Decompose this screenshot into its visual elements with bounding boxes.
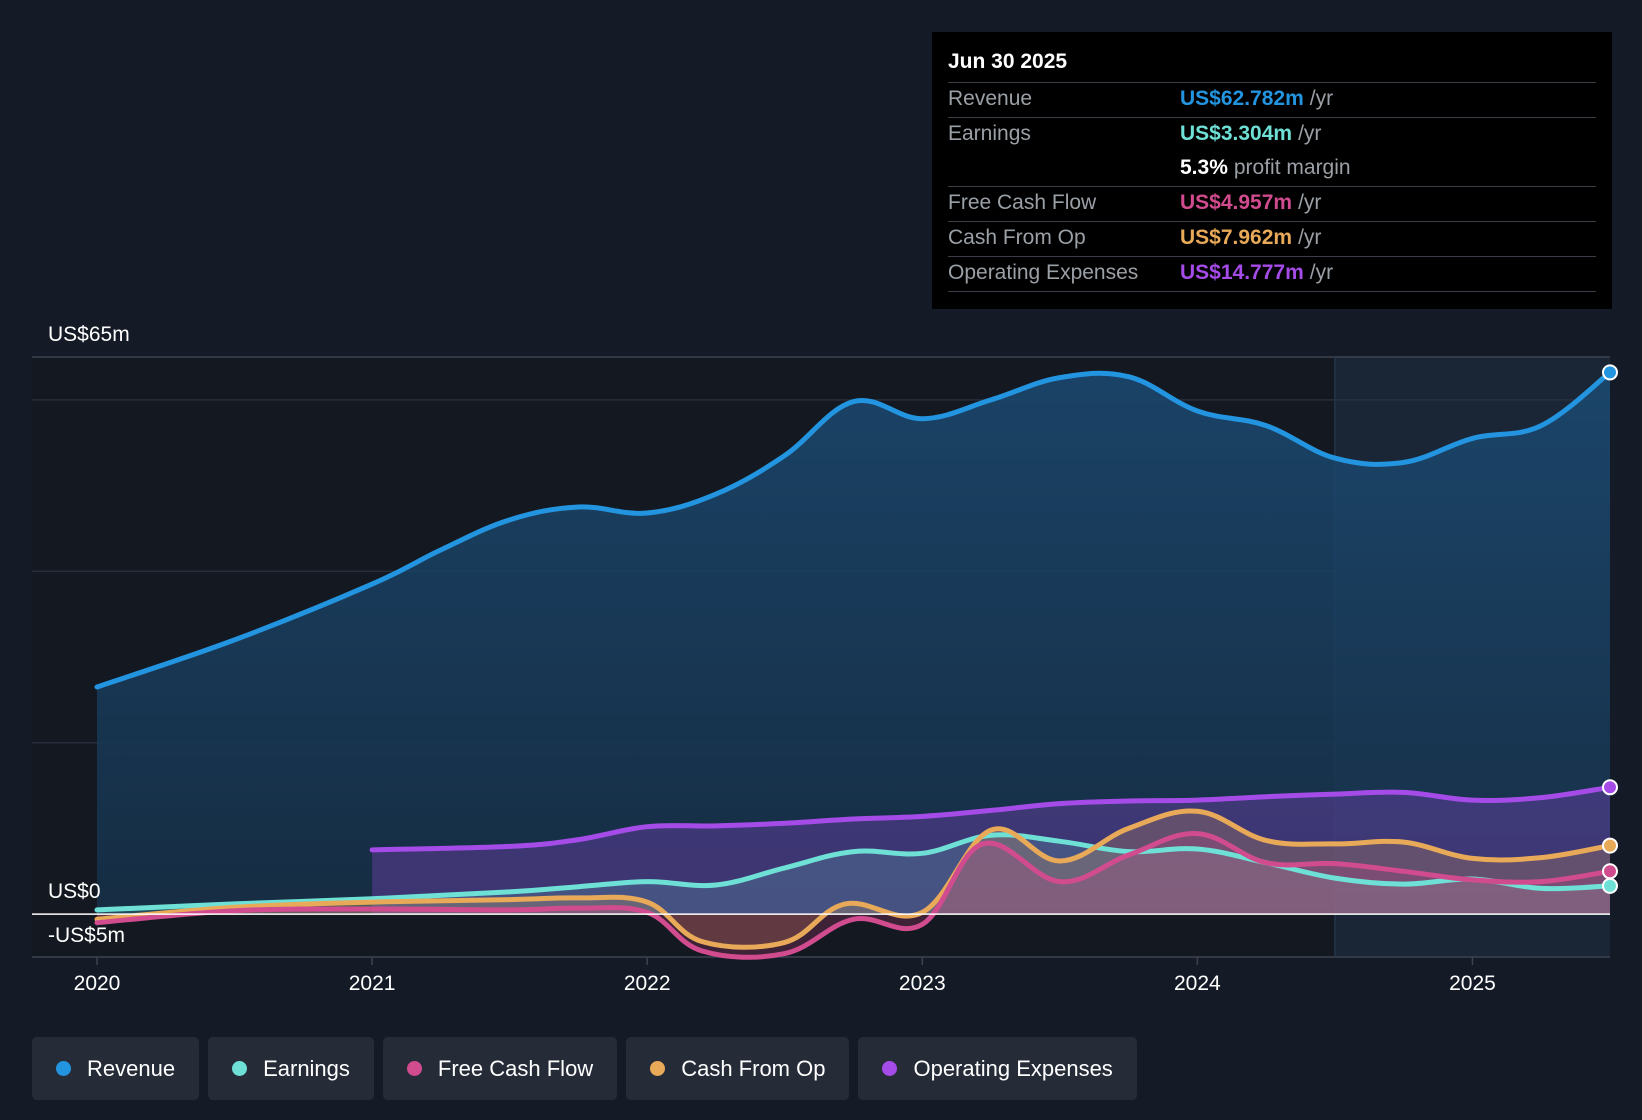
legend-label: Operating Expenses xyxy=(913,1055,1113,1081)
legend-item-free-cash-flow[interactable]: Free Cash Flow xyxy=(382,1037,618,1100)
end-marker-operating-expenses xyxy=(1602,779,1618,796)
tooltip-label: Revenue xyxy=(948,87,1033,110)
tooltip-row-profit-margin: 5.3% profit margin xyxy=(948,152,1596,187)
legend-item-earnings[interactable]: Earnings xyxy=(208,1037,374,1100)
tooltip-value: US$3.304m xyxy=(1180,122,1293,145)
tooltip-value: US$62.782m xyxy=(1180,87,1304,110)
line-revenue xyxy=(94,369,1613,690)
tooltip-value: US$4.957m xyxy=(1180,191,1293,214)
legend-label: Free Cash Flow xyxy=(437,1055,594,1081)
tooltip-label: Earnings xyxy=(948,122,1031,145)
tooltip-unit: /yr xyxy=(1309,261,1334,284)
tooltip-panel: Jun 30 2025 Revenue US$62.782m /yr Earni… xyxy=(932,32,1612,309)
legend-item-operating-expenses[interactable]: Operating Expenses xyxy=(858,1037,1137,1100)
tooltip-value: 5.3% xyxy=(1180,156,1228,179)
tooltip-value: US$7.962m xyxy=(1180,226,1293,249)
tooltip-row-revenue: Revenue US$62.782m /yr xyxy=(948,83,1596,118)
x-tick-label: 2022 xyxy=(624,972,671,995)
end-marker-earnings xyxy=(1602,877,1618,894)
x-tick-label: 2025 xyxy=(1449,972,1496,995)
legend-dot-icon xyxy=(232,1061,248,1076)
tooltip-label: Operating Expenses xyxy=(948,261,1139,284)
area-free-cash-flow xyxy=(97,833,1610,958)
line-earnings xyxy=(94,832,1613,913)
legend-label: Cash From Op xyxy=(681,1055,826,1081)
line-operating-expenses xyxy=(369,784,1613,853)
y-tick-label: US$65m xyxy=(48,323,130,346)
legend: Revenue Earnings Free Cash Flow Cash Fro… xyxy=(32,1037,1137,1100)
legend-dot-icon xyxy=(56,1061,71,1076)
tooltip-label: Free Cash Flow xyxy=(948,191,1097,214)
end-marker-free-cash-flow xyxy=(1602,863,1618,880)
x-tick-label: 2020 xyxy=(74,972,121,995)
y-tick-label: -US$5m xyxy=(48,924,125,947)
tooltip-unit: /yr xyxy=(1298,226,1322,249)
legend-label: Earnings xyxy=(263,1055,350,1081)
area-revenue xyxy=(97,372,1610,915)
tooltip-unit: /yr xyxy=(1298,191,1322,214)
x-tick-label: 2023 xyxy=(899,972,946,995)
end-marker-revenue xyxy=(1602,364,1618,381)
x-tick-label: 2021 xyxy=(349,972,396,995)
tooltip-row-free-cash-flow: Free Cash Flow US$4.957m /yr xyxy=(948,187,1596,222)
y-tick-label: US$0 xyxy=(48,880,101,903)
tooltip-row-operating-expenses: Operating Expenses US$14.777m /yr xyxy=(948,257,1596,292)
legend-item-cash-from-op[interactable]: Cash From Op xyxy=(626,1037,850,1100)
legend-dot-icon xyxy=(650,1061,666,1076)
tooltip-unit: /yr xyxy=(1309,87,1334,110)
tooltip-date: Jun 30 2025 xyxy=(948,46,1596,83)
x-tick-label: 2024 xyxy=(1174,972,1221,995)
line-free-cash-flow xyxy=(94,831,1613,960)
legend-item-revenue[interactable]: Revenue xyxy=(32,1037,200,1100)
legend-dot-icon xyxy=(406,1061,422,1076)
tooltip-row-earnings: Earnings US$3.304m /yr xyxy=(948,118,1596,152)
tooltip-row-cash-from-op: Cash From Op US$7.962m /yr xyxy=(948,222,1596,257)
tooltip-label xyxy=(948,152,1180,186)
line-cash-from-op xyxy=(94,808,1613,950)
tooltip-label: Cash From Op xyxy=(948,226,1086,249)
end-marker-cash-from-op xyxy=(1602,837,1618,854)
tooltip-value: US$14.777m xyxy=(1180,261,1304,284)
tooltip-unit: /yr xyxy=(1298,122,1322,145)
legend-dot-icon xyxy=(882,1061,898,1076)
tooltip-unit: profit margin xyxy=(1233,156,1351,179)
legend-label: Revenue xyxy=(87,1055,176,1081)
